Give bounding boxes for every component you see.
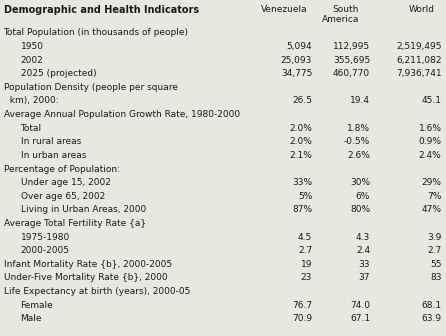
Text: 2.1%: 2.1% xyxy=(289,151,312,160)
Text: 2000-2005: 2000-2005 xyxy=(21,246,70,255)
Text: -0.5%: -0.5% xyxy=(344,137,370,146)
Text: 2.4%: 2.4% xyxy=(419,151,442,160)
Text: 1.8%: 1.8% xyxy=(347,124,370,133)
Text: km), 2000:: km), 2000: xyxy=(4,96,58,106)
Text: 0.9%: 0.9% xyxy=(418,137,442,146)
Text: 2,519,495: 2,519,495 xyxy=(396,42,442,51)
Text: 2025 (projected): 2025 (projected) xyxy=(21,69,96,78)
Text: 5,094: 5,094 xyxy=(287,42,312,51)
Text: 68.1: 68.1 xyxy=(421,301,442,309)
Text: South
America: South America xyxy=(322,5,359,24)
Text: 34,775: 34,775 xyxy=(281,69,312,78)
Text: 29%: 29% xyxy=(421,178,442,187)
Text: 74.0: 74.0 xyxy=(350,301,370,309)
Text: 5%: 5% xyxy=(298,192,312,201)
Text: Over age 65, 2002: Over age 65, 2002 xyxy=(21,192,105,201)
Text: 87%: 87% xyxy=(292,205,312,214)
Text: 112,995: 112,995 xyxy=(333,42,370,51)
Text: 2.7: 2.7 xyxy=(298,246,312,255)
Text: 2002: 2002 xyxy=(21,56,43,65)
Text: 7,936,741: 7,936,741 xyxy=(396,69,442,78)
Text: Total Population (in thousands of people): Total Population (in thousands of people… xyxy=(4,29,189,37)
Text: 55: 55 xyxy=(430,260,442,269)
Text: Under-Five Mortality Rate {b}, 2000: Under-Five Mortality Rate {b}, 2000 xyxy=(4,274,167,282)
Text: 355,695: 355,695 xyxy=(333,56,370,65)
Text: 460,770: 460,770 xyxy=(333,69,370,78)
Text: 25,093: 25,093 xyxy=(281,56,312,65)
Text: In urban areas: In urban areas xyxy=(21,151,86,160)
Text: Average Annual Population Growth Rate, 1980-2000: Average Annual Population Growth Rate, 1… xyxy=(4,110,240,119)
Text: 26.5: 26.5 xyxy=(292,96,312,106)
Text: 4.5: 4.5 xyxy=(298,233,312,242)
Text: Percentage of Population:: Percentage of Population: xyxy=(4,165,120,173)
Text: 67.1: 67.1 xyxy=(350,314,370,323)
Text: 83: 83 xyxy=(430,274,442,282)
Text: Demographic and Health Indicators: Demographic and Health Indicators xyxy=(4,5,199,15)
Text: 70.9: 70.9 xyxy=(292,314,312,323)
Text: Male: Male xyxy=(21,314,42,323)
Text: 2.7: 2.7 xyxy=(427,246,442,255)
Text: Venezuela: Venezuela xyxy=(261,5,308,14)
Text: 1950: 1950 xyxy=(21,42,44,51)
Text: 76.7: 76.7 xyxy=(292,301,312,309)
Text: 4.3: 4.3 xyxy=(356,233,370,242)
Text: 23: 23 xyxy=(301,274,312,282)
Text: 2.6%: 2.6% xyxy=(347,151,370,160)
Text: 47%: 47% xyxy=(421,205,442,214)
Text: Total: Total xyxy=(21,124,41,133)
Text: 7%: 7% xyxy=(427,192,442,201)
Text: World: World xyxy=(409,5,435,14)
Text: 3.9: 3.9 xyxy=(427,233,442,242)
Text: Infant Mortality Rate {b}, 2000-2005: Infant Mortality Rate {b}, 2000-2005 xyxy=(4,260,172,269)
Text: Female: Female xyxy=(21,301,53,309)
Text: 45.1: 45.1 xyxy=(421,96,442,106)
Text: 19: 19 xyxy=(301,260,312,269)
Text: Living in Urban Areas, 2000: Living in Urban Areas, 2000 xyxy=(21,205,146,214)
Text: 63.9: 63.9 xyxy=(421,314,442,323)
Text: 6%: 6% xyxy=(356,192,370,201)
Text: Life Expectancy at birth (years), 2000-05: Life Expectancy at birth (years), 2000-0… xyxy=(4,287,190,296)
Text: 30%: 30% xyxy=(350,178,370,187)
Text: In rural areas: In rural areas xyxy=(21,137,81,146)
Text: 33: 33 xyxy=(359,260,370,269)
Text: Under age 15, 2002: Under age 15, 2002 xyxy=(21,178,111,187)
Text: 2.0%: 2.0% xyxy=(289,137,312,146)
Text: 19.4: 19.4 xyxy=(350,96,370,106)
Text: 2.0%: 2.0% xyxy=(289,124,312,133)
Text: Population Density (people per square: Population Density (people per square xyxy=(4,83,178,92)
Text: 33%: 33% xyxy=(292,178,312,187)
Text: 37: 37 xyxy=(359,274,370,282)
Text: Average Total Fertility Rate {a}: Average Total Fertility Rate {a} xyxy=(4,219,146,228)
Text: 80%: 80% xyxy=(350,205,370,214)
Text: 2.4: 2.4 xyxy=(356,246,370,255)
Text: 6,211,082: 6,211,082 xyxy=(396,56,442,65)
Text: 1975-1980: 1975-1980 xyxy=(21,233,70,242)
Text: 1.6%: 1.6% xyxy=(418,124,442,133)
